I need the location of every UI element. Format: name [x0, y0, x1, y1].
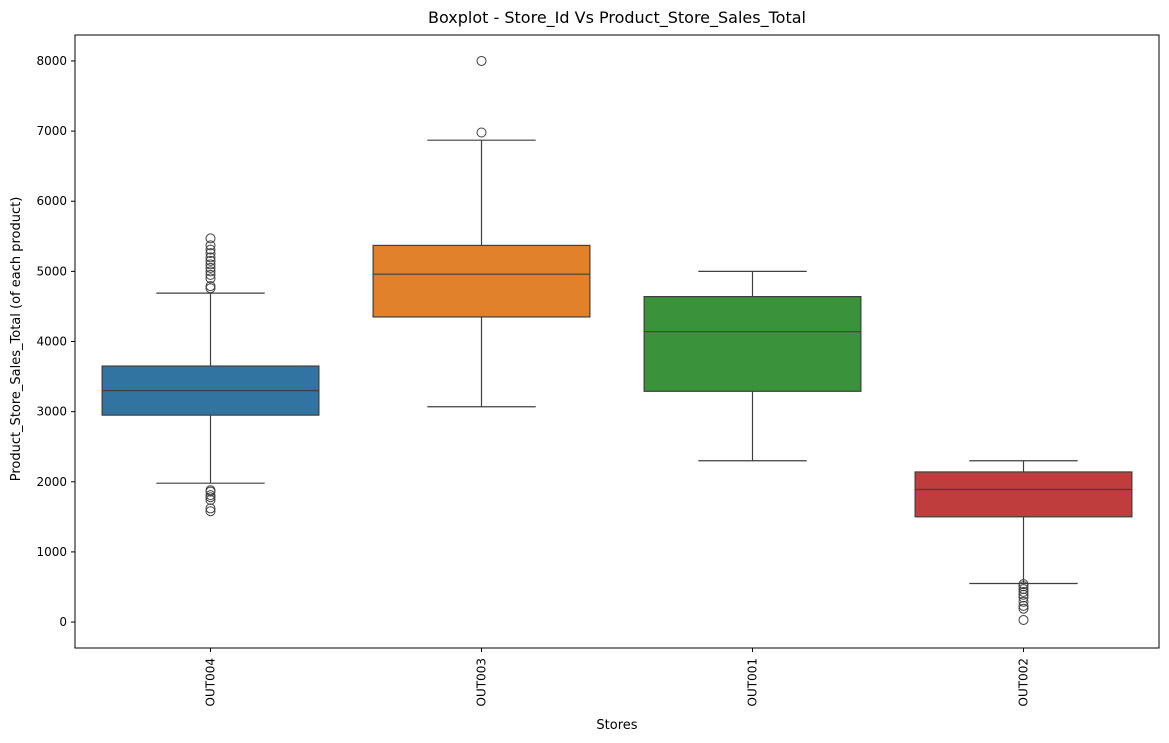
- outlier-point: [205, 266, 216, 277]
- outlier-point: [205, 240, 216, 251]
- outlier-point: [205, 495, 216, 506]
- outlier-point: [1018, 614, 1029, 625]
- x-tick-label: OUT001: [746, 658, 760, 706]
- y-tick-label: 7000: [36, 124, 67, 138]
- outlier-point: [205, 283, 216, 294]
- outlier-point: [476, 127, 487, 138]
- box-out003: [372, 244, 591, 318]
- outlier-point: [205, 273, 216, 284]
- x-tick-label: OUT003: [475, 658, 489, 706]
- outlier-point: [205, 248, 216, 259]
- outlier-point: [205, 281, 216, 292]
- outlier-point: [205, 485, 216, 496]
- outlier-point: [476, 55, 487, 66]
- x-axis-label: Stores: [596, 718, 637, 733]
- outlier-point: [1018, 592, 1029, 603]
- axes-frame: [74, 34, 1160, 649]
- outlier-point: [205, 255, 216, 266]
- outlier-point: [205, 252, 216, 263]
- y-tick-label: 5000: [36, 264, 67, 278]
- outlier-point: [205, 233, 216, 244]
- outlier-point: [205, 262, 216, 273]
- y-axis-label: Product_Store_Sales_Total (of each produ…: [9, 197, 24, 482]
- outlier-point: [205, 269, 216, 280]
- y-tick-label: 4000: [36, 335, 67, 349]
- outlier-point: [1018, 586, 1029, 597]
- y-tick-label: 2000: [36, 475, 67, 489]
- chart-title: Boxplot - Store_Id Vs Product_Store_Sale…: [428, 8, 806, 28]
- outlier-point: [1018, 600, 1029, 611]
- outlier-point: [1018, 603, 1029, 614]
- y-tick-label: 3000: [36, 405, 67, 419]
- outlier-point: [1018, 579, 1029, 590]
- y-tick-label: 6000: [36, 194, 67, 208]
- x-tick-label: OUT002: [1017, 658, 1031, 706]
- outlier-point: [205, 506, 216, 517]
- x-tick-label: OUT004: [204, 658, 218, 706]
- outlier-point: [1018, 596, 1029, 607]
- outlier-point: [205, 503, 216, 514]
- y-tick-label: 8000: [36, 54, 67, 68]
- outlier-point: [1018, 584, 1029, 595]
- box-out002: [914, 471, 1133, 518]
- plot-area: 0 1000 2000 3000 4000 5000 6000 7000 8000 OUT004 O…: [36, 34, 1160, 706]
- outlier-point: [205, 490, 216, 501]
- outlier-point: [205, 244, 216, 255]
- outlier-point: [1018, 589, 1029, 600]
- outlier-point: [205, 259, 216, 270]
- y-tick-label: 0: [59, 615, 67, 629]
- y-tick-label: 1000: [36, 545, 67, 559]
- box-out001: [643, 296, 862, 392]
